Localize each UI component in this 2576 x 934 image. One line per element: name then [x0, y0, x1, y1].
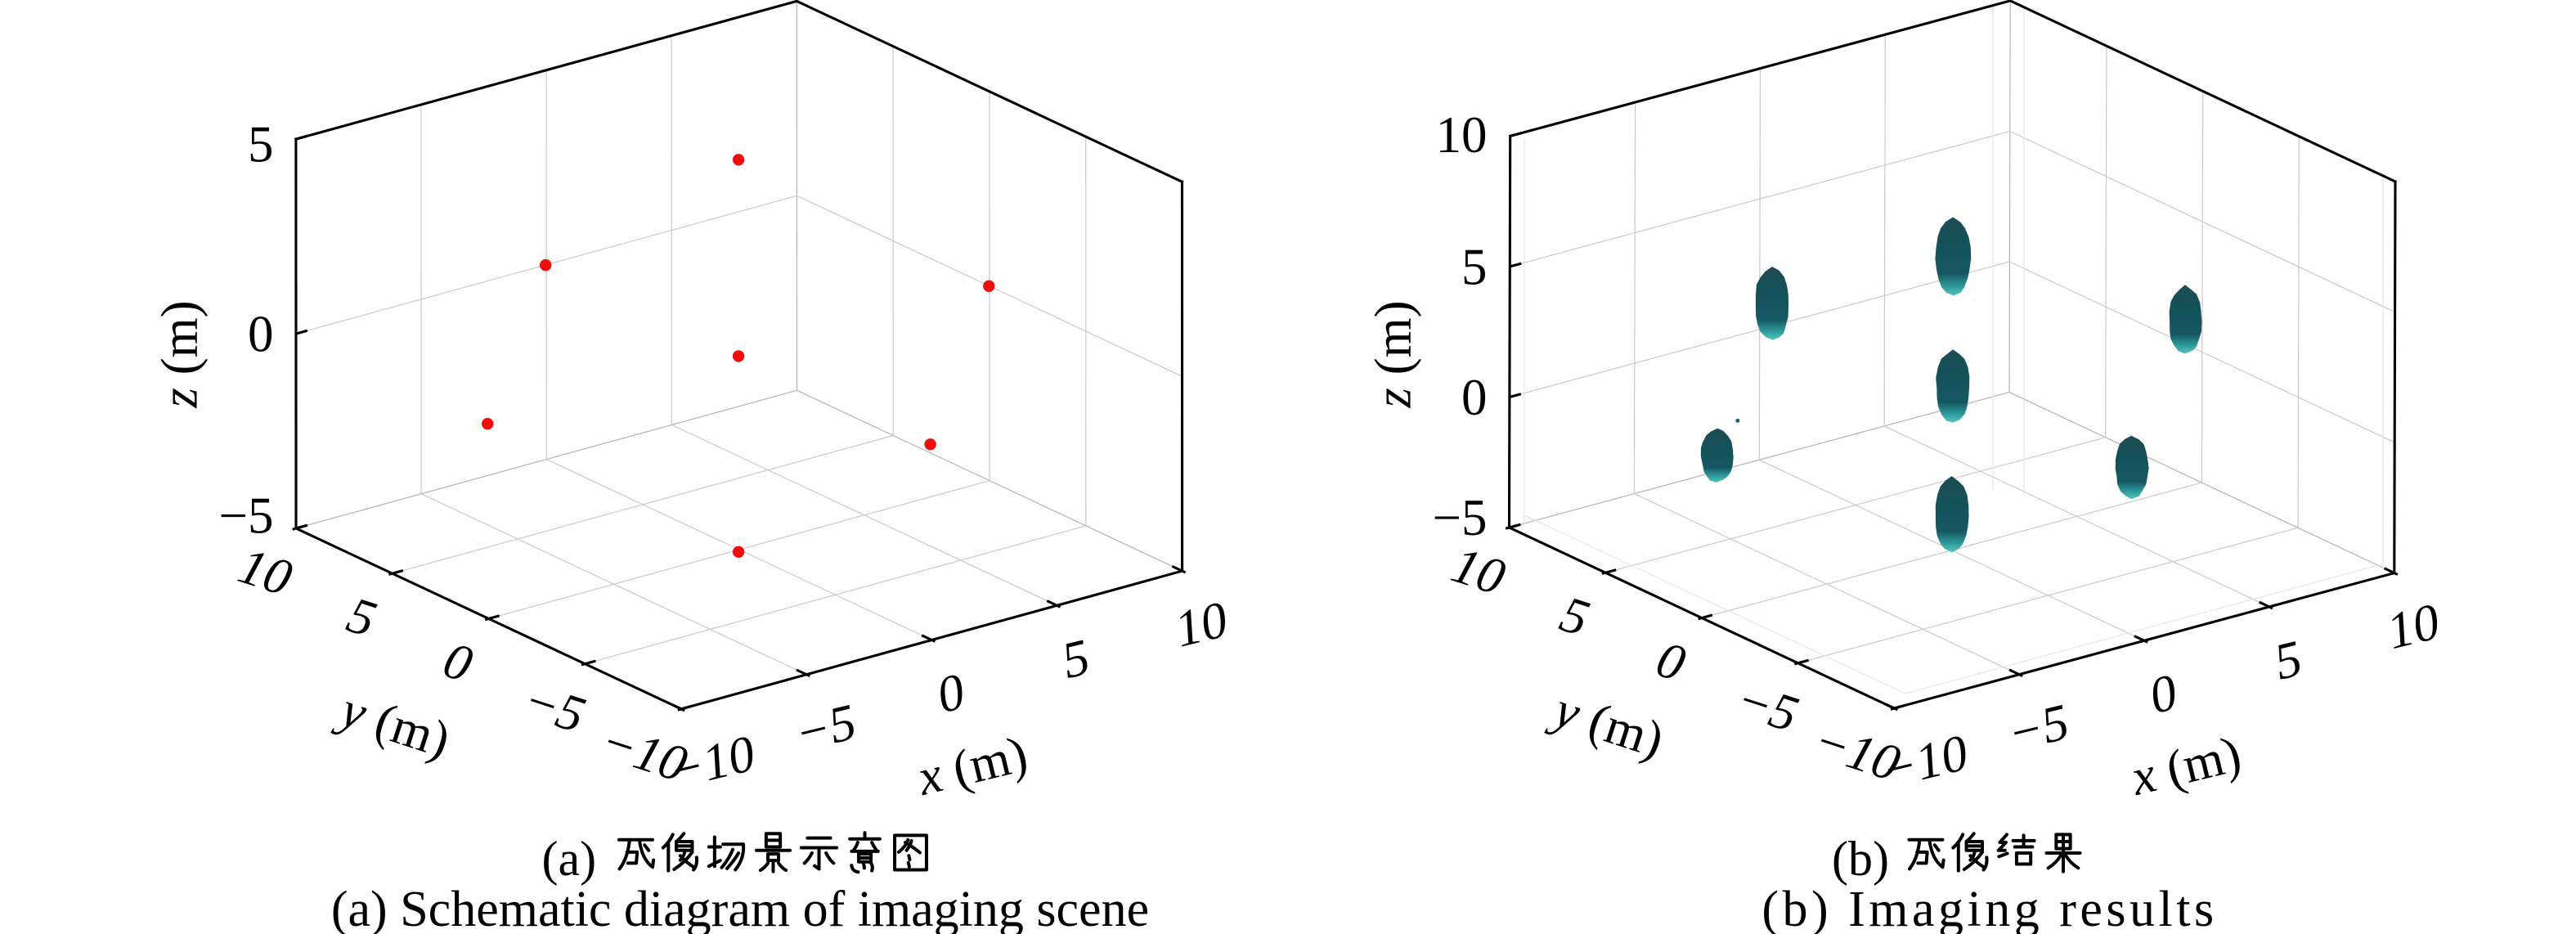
svg-text:(b): (b) [1832, 832, 1889, 886]
svg-text:(a) Schematic diagram of imagi: (a) Schematic diagram of imaging scene [331, 882, 1149, 934]
svg-text:(b) Imaging results: (b) Imaging results [1761, 882, 2217, 934]
svg-text:0: 0 [248, 306, 274, 363]
svg-text:−5: −5 [2002, 693, 2074, 762]
svg-text:z (m): z (m) [151, 300, 209, 408]
svg-text:−5: −5 [1432, 489, 1487, 546]
svg-text:(a): (a) [542, 832, 597, 886]
svg-text:0: 0 [1461, 369, 1488, 426]
svg-text:−5: −5 [218, 487, 273, 544]
svg-text:5: 5 [1461, 239, 1488, 296]
svg-text:z (m): z (m) [1365, 300, 1422, 408]
svg-text:5: 5 [248, 116, 274, 173]
svg-text:10: 10 [1436, 106, 1488, 164]
svg-text:−5: −5 [789, 693, 861, 762]
